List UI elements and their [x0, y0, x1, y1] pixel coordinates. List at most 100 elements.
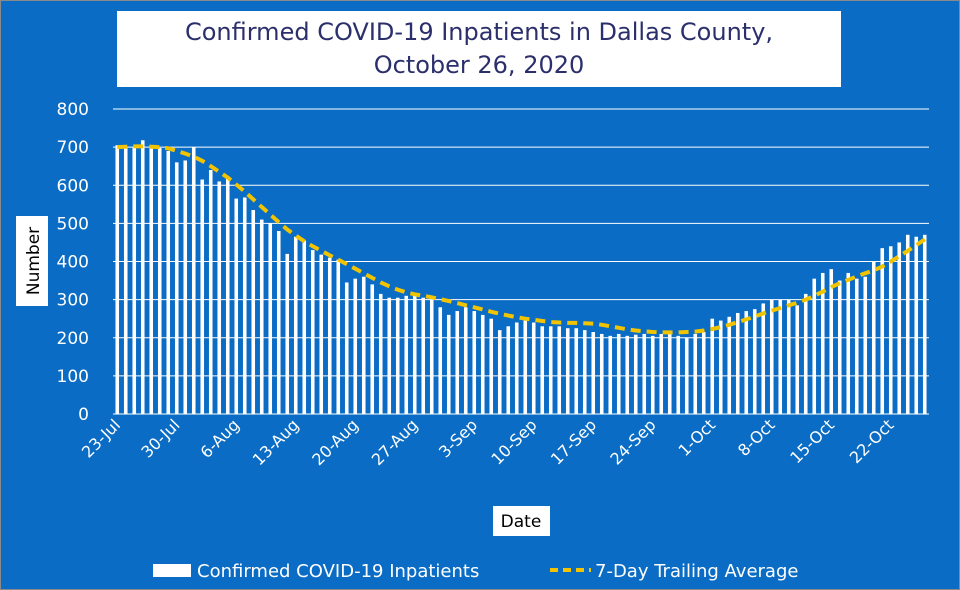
- x-tick-label: 17-Sep: [547, 415, 600, 468]
- bar-5-Oct: [744, 311, 749, 414]
- bar-1-Oct: [710, 318, 715, 414]
- y-tick-labels: 0 100 200 300 400 500 600 700 800: [57, 100, 89, 425]
- bar-25-Oct: [914, 236, 919, 414]
- bar-12-Oct: [803, 293, 808, 414]
- bar-30-Sep: [701, 332, 706, 414]
- x-tick-label: 30-Jul: [137, 415, 183, 461]
- bar-6-Sep: [497, 330, 502, 414]
- y-tick-label: 800: [57, 100, 89, 120]
- x-axis-title-box: [493, 506, 550, 536]
- bar-17-Oct: [846, 272, 851, 414]
- bar-12-Aug: [285, 253, 290, 414]
- y-axis-title: Number: [16, 216, 48, 306]
- bar-11-Sep: [540, 326, 545, 414]
- bar-6-Aug: [234, 198, 239, 414]
- x-tick-label: 15-Oct: [786, 415, 838, 467]
- bar-19-Aug: [344, 282, 349, 414]
- bar-23-Jul: [115, 145, 120, 414]
- bar-4-Sep: [480, 314, 485, 414]
- bar-2-Oct: [718, 320, 723, 414]
- bar-21-Sep: [625, 335, 630, 414]
- legend-bar-swatch: [153, 564, 191, 577]
- bar-7-Sep: [506, 326, 511, 414]
- x-tick-label: 1-Oct: [674, 415, 719, 460]
- bar-26-Sep: [667, 333, 672, 414]
- y-tick-label: 700: [57, 138, 89, 158]
- bar-16-Aug: [319, 254, 324, 414]
- bar-13-Aug: [293, 236, 298, 414]
- bar-19-Sep: [608, 335, 613, 414]
- bar-29-Sep: [693, 333, 698, 414]
- x-tick-label: 10-Sep: [487, 415, 540, 468]
- bar-25-Aug: [395, 297, 400, 414]
- bar-14-Oct: [820, 272, 825, 414]
- bar-21-Aug: [361, 276, 366, 414]
- gridlines: [113, 108, 929, 415]
- average-line: [117, 144, 926, 335]
- bar-7-Aug: [242, 197, 247, 414]
- y-tick-label: 100: [57, 367, 89, 387]
- bar-5-Sep: [489, 318, 494, 414]
- x-tick-label: 8-Oct: [734, 415, 779, 460]
- bar-28-Sep: [684, 337, 689, 414]
- x-tick-labels: 23-Jul 30-Jul 6-Aug 13-Aug 20-Aug 27-Aug 3-Sep…: [78, 415, 898, 469]
- bar-1-Sep: [455, 311, 460, 414]
- bar-25-Sep: [659, 333, 664, 414]
- bar-20-Sep: [616, 333, 621, 414]
- bar-24-Sep: [650, 335, 655, 414]
- bar-6-Oct: [752, 309, 757, 414]
- bar-29-Aug: [429, 299, 434, 414]
- y-tick-label: 600: [57, 176, 89, 196]
- bar-26-Aug: [404, 295, 409, 414]
- bar-15-Sep: [574, 328, 579, 414]
- bar-26-Jul: [140, 140, 145, 414]
- bar-8-Aug: [251, 210, 256, 414]
- bar-3-Sep: [472, 311, 477, 414]
- bar-2-Aug: [200, 179, 205, 414]
- bar-9-Oct: [778, 299, 783, 414]
- bar-30-Aug: [438, 307, 443, 414]
- bar-31-Aug: [446, 314, 451, 414]
- bar-13-Sep: [557, 326, 562, 414]
- bar-28-Jul: [157, 147, 162, 414]
- bar-24-Jul: [123, 147, 128, 414]
- y-tick-label: 0: [78, 405, 89, 425]
- bar-3-Aug: [208, 170, 213, 414]
- bar-28-Aug: [421, 297, 426, 414]
- chart-title: Confirmed COVID-19 Inpatients in Dallas …: [117, 11, 841, 87]
- x-tick-label: 13-Aug: [249, 415, 303, 469]
- bar-31-Jul: [183, 160, 188, 414]
- bar-10-Sep: [531, 322, 536, 414]
- bar-15-Oct: [829, 269, 834, 414]
- bar-4-Oct: [735, 312, 740, 414]
- bar-2-Sep: [463, 307, 468, 414]
- legend: Confirmed COVID-19 Inpatients 7-Day Trai…: [153, 561, 798, 582]
- bar-14-Sep: [565, 328, 570, 414]
- bar-12-Sep: [548, 326, 553, 414]
- x-tick-label: 24-Sep: [606, 415, 659, 468]
- bar-22-Oct: [888, 246, 893, 414]
- bar-18-Sep: [599, 333, 604, 414]
- legend-line-label: 7-Day Trailing Average: [595, 561, 798, 582]
- bar-22-Aug: [370, 284, 375, 414]
- bar-18-Oct: [854, 278, 859, 414]
- bar-9-Aug: [259, 219, 264, 414]
- average-line-series: [117, 144, 926, 335]
- bar-18-Aug: [336, 259, 341, 414]
- bar-20-Oct: [871, 261, 876, 414]
- y-tick-label: 400: [57, 253, 89, 273]
- bar-27-Aug: [412, 293, 417, 414]
- x-tick-label: 20-Aug: [308, 415, 362, 469]
- bar-4-Aug: [217, 181, 222, 414]
- x-tick-label: 22-Oct: [846, 415, 898, 467]
- bar-29-Jul: [166, 150, 171, 414]
- bar-17-Sep: [591, 332, 596, 414]
- bar-23-Sep: [642, 333, 647, 414]
- bar-15-Aug: [310, 250, 315, 414]
- bar-17-Aug: [327, 257, 332, 414]
- bar-14-Aug: [302, 240, 307, 414]
- bar-16-Oct: [837, 280, 842, 414]
- bar-24-Oct: [905, 234, 910, 414]
